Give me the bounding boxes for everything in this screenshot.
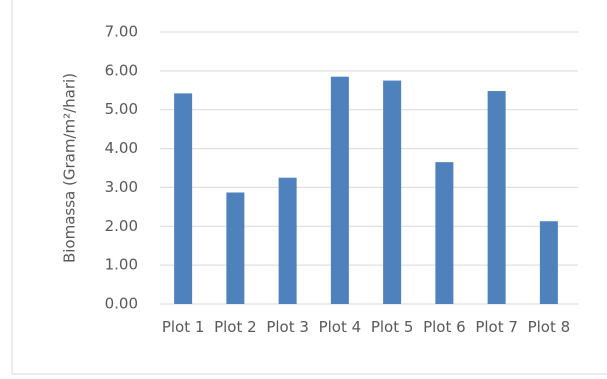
bar <box>487 91 506 304</box>
y-tick-label: 2.00 <box>105 217 138 235</box>
y-tick-label: 4.00 <box>105 139 138 157</box>
bar <box>330 76 349 304</box>
bar <box>174 93 193 304</box>
bar <box>226 192 245 304</box>
y-tick-label: 3.00 <box>105 178 138 196</box>
bar <box>435 162 454 304</box>
x-tick-label: Plot 8 <box>527 318 571 336</box>
x-tick-label: Plot 3 <box>266 318 309 336</box>
x-tick-label: Plot 4 <box>318 318 362 336</box>
x-tick-label: Plot 2 <box>214 318 257 336</box>
y-tick-label: 0.00 <box>105 295 138 313</box>
y-axis-title: Biomassa (Gram/m²/hari) <box>61 73 79 263</box>
x-tick-label: Plot 5 <box>370 318 414 336</box>
y-tick-label: 6.00 <box>105 61 138 79</box>
x-tick-label: Plot 7 <box>475 318 518 336</box>
bar <box>539 221 558 304</box>
x-tick-label: Plot 1 <box>161 318 205 336</box>
chart-frame <box>11 0 607 375</box>
y-tick-label: 1.00 <box>105 256 138 274</box>
y-tick-label: 7.00 <box>105 23 138 41</box>
bar <box>383 80 402 304</box>
bar <box>278 177 297 304</box>
x-tick-label: Plot 6 <box>423 318 466 336</box>
y-tick-label: 5.00 <box>105 100 138 118</box>
